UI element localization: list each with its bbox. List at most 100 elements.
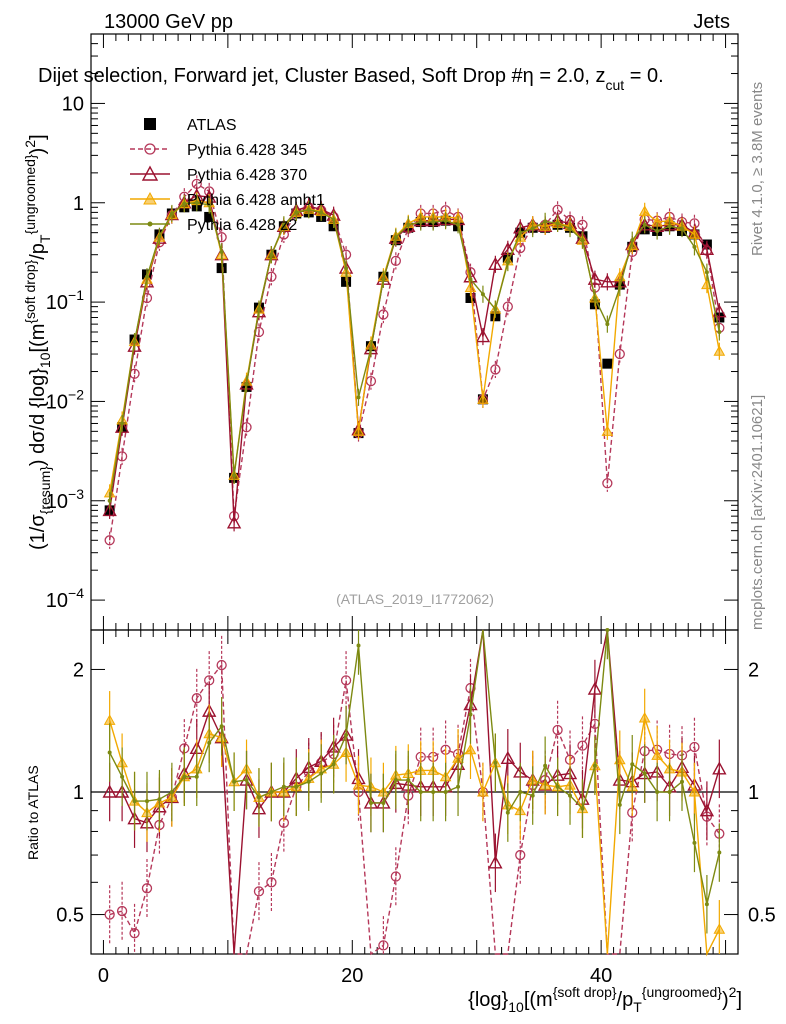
point-p370: [587, 271, 603, 285]
point-p370: [475, 329, 491, 343]
point-p345: [577, 219, 588, 230]
point-p370: [600, 274, 615, 288]
point-z2: [244, 381, 249, 386]
point-z2: [617, 285, 622, 290]
point-z2: [306, 779, 311, 784]
y-axis-label-ratio: Ratio to ATLAS: [25, 765, 41, 860]
point-ambt1: [103, 714, 116, 725]
point-z2: [418, 790, 423, 794]
point-z2: [543, 219, 548, 224]
point-z2: [418, 220, 423, 225]
point-z2: [480, 292, 485, 297]
point-z2: [642, 771, 647, 776]
point-p370: [500, 750, 515, 764]
point-p345: [365, 376, 377, 387]
point-z2: [456, 784, 461, 789]
point-z2: [667, 224, 672, 229]
point-z2: [505, 260, 510, 265]
point-p345: [191, 693, 202, 704]
point-z2: [680, 226, 685, 231]
point-p345: [116, 905, 128, 917]
point-z2: [630, 762, 635, 767]
y-tick-label-right: 0.5: [748, 905, 776, 927]
legend-label-ambt1: Pythia 6.428 ambt1: [187, 192, 325, 209]
point-p345: [552, 724, 563, 736]
legend: ATLAS Pythia 6.428 345 Pythia 6.428 370 Pyt…: [130, 117, 325, 234]
point-p345: [216, 659, 227, 671]
point-z2: [182, 201, 187, 206]
x-tick-label: 0: [98, 965, 109, 987]
point-z2: [555, 784, 560, 789]
point-z2: [194, 200, 199, 205]
point-p370: [488, 855, 503, 869]
point-p370: [712, 761, 727, 775]
point-z2: [344, 733, 349, 738]
point-z2: [443, 218, 448, 223]
point-p345: [104, 535, 115, 546]
point-z2: [518, 230, 523, 235]
point-z2: [568, 793, 573, 798]
point-z2: [344, 266, 349, 271]
point-z2: [169, 211, 174, 216]
point-z2: [368, 346, 373, 351]
legend-label-p370: Pythia 6.428 370: [187, 167, 307, 184]
point-p345: [602, 478, 613, 489]
point-p345: [104, 909, 115, 920]
point-p345: [141, 883, 153, 894]
point-z2: [207, 740, 212, 745]
point-z2: [381, 800, 386, 805]
point-z2: [642, 222, 647, 227]
point-z2: [667, 790, 672, 794]
point-z2: [592, 295, 597, 300]
point-z2: [680, 779, 685, 784]
point-z2: [144, 274, 149, 279]
plot-title-sub: cut: [605, 77, 624, 93]
point-z2: [356, 395, 361, 400]
point-z2: [580, 806, 585, 811]
legend-label-p345: Pythia 6.428 345: [187, 142, 307, 159]
point-z2: [704, 270, 709, 275]
point-z2: [568, 226, 573, 231]
point-atlas: [204, 211, 215, 222]
ratio-series-group: [102, 628, 727, 957]
point-p345: [614, 348, 625, 360]
y-tick-label: 2: [73, 659, 84, 681]
point-z2: [368, 800, 373, 805]
point-z2: [132, 799, 137, 804]
point-ambt1: [601, 425, 614, 436]
point-z2: [219, 249, 224, 254]
point-z2: [232, 779, 237, 784]
y-tick-label: 10−1: [46, 287, 84, 314]
point-z2: [381, 277, 386, 282]
point-ambt1: [713, 923, 726, 934]
x-tick-label: 20: [341, 965, 363, 987]
series-line-z2: [109, 629, 721, 905]
point-ambt1: [638, 205, 651, 216]
y-tick-label: 10−4: [46, 585, 84, 612]
point-p345: [116, 451, 128, 462]
point-p345: [253, 886, 265, 897]
point-p370: [102, 502, 117, 517]
point-z2: [120, 774, 125, 779]
point-p345: [390, 255, 401, 267]
point-ambt1: [477, 785, 489, 797]
point-z2: [605, 628, 610, 632]
point-z2: [331, 217, 336, 222]
x-axis-label: {log}10[(m{soft drop}/pT{ungroomed})2]: [468, 984, 742, 1015]
point-z2: [194, 774, 199, 779]
point-z2: [704, 902, 709, 907]
point-ambt1: [638, 711, 651, 723]
point-ambt1: [352, 425, 365, 436]
point-p370: [488, 256, 503, 271]
point-atlas: [602, 358, 613, 369]
point-p345: [378, 309, 389, 320]
point-p345: [340, 675, 352, 686]
point-p345: [490, 364, 501, 375]
point-z2: [443, 790, 448, 794]
point-p370: [114, 419, 130, 433]
legend-marker-atlas: [144, 118, 156, 130]
point-z2: [431, 220, 436, 225]
series-line-p345: [109, 663, 720, 956]
point-z2: [393, 778, 398, 783]
point-z2: [555, 221, 560, 226]
